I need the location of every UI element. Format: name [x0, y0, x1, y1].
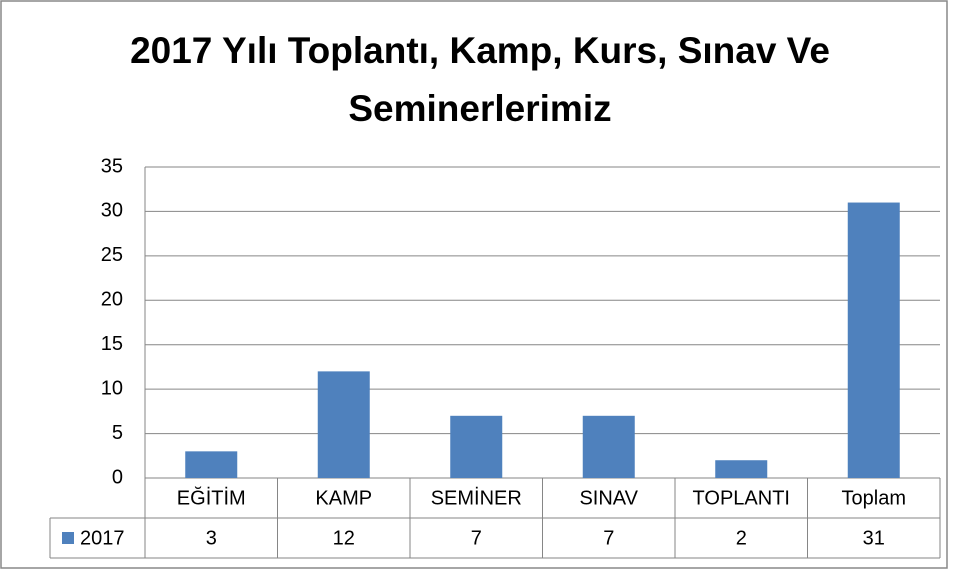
- legend-key: [62, 532, 74, 544]
- legend-label: 2017: [80, 527, 125, 549]
- bar: [450, 415, 503, 478]
- x-tick-label: SEMİNER: [431, 486, 522, 509]
- y-tick-label: 20: [101, 289, 123, 311]
- y-tick-label: 30: [101, 200, 123, 222]
- x-tick-label: SINAV: [579, 487, 638, 509]
- x-tick-label: KAMP: [315, 487, 372, 509]
- bar: [317, 371, 370, 478]
- table-value: 3: [206, 527, 217, 549]
- chart-title: 2017 Yılı Toplantı, Kamp, Kurs, Sınav Ve…: [130, 30, 830, 129]
- x-tick-label: Toplam: [842, 487, 906, 509]
- y-tick-label: 25: [101, 244, 123, 266]
- table-value: 12: [333, 527, 355, 549]
- table-value: 31: [863, 527, 885, 549]
- x-tick-label: EĞİTİM: [177, 486, 246, 509]
- y-tick-label: 35: [101, 155, 123, 177]
- table-value: 7: [603, 527, 614, 549]
- bar: [715, 460, 768, 478]
- y-tick-label: 5: [112, 422, 123, 444]
- x-tick-label: TOPLANTI: [693, 487, 790, 509]
- bar: [582, 415, 635, 478]
- y-tick-label: 10: [101, 377, 123, 399]
- bar: [185, 451, 238, 478]
- y-tick-label: 15: [101, 333, 123, 355]
- table-value: 7: [471, 527, 482, 549]
- bar: [847, 202, 900, 479]
- y-tick-label: 0: [112, 466, 123, 488]
- table-value: 2: [736, 527, 747, 549]
